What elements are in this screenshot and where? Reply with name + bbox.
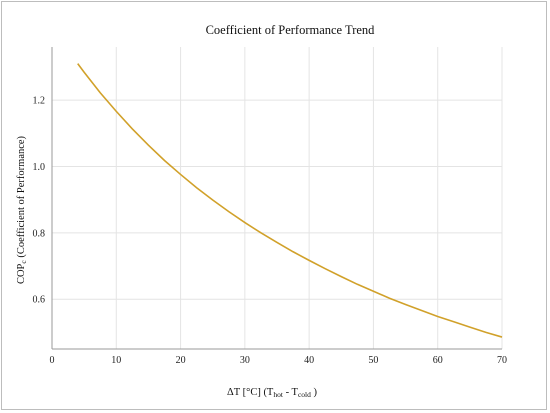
y-tick-label-1: 0.8 <box>33 228 46 239</box>
x-tick-label-1: 10 <box>111 355 121 366</box>
y-tick-labels: 0.6 0.8 1.0 1.2 <box>33 96 46 306</box>
y-tick-label-2: 1.0 <box>33 162 46 173</box>
x-tick-label-3: 30 <box>240 355 250 366</box>
y-axis-label: COPc (Coefficient of Performance) <box>16 135 28 284</box>
x-tick-label-4: 40 <box>304 355 314 366</box>
y-tick-label-0: 0.6 <box>33 295 46 306</box>
y-tick-label-3: 1.2 <box>33 96 46 107</box>
x-tick-label-2: 20 <box>176 355 186 366</box>
x-tick-label-6: 60 <box>433 355 443 366</box>
chart-title: Coefficient of Performance Trend <box>206 23 376 37</box>
x-axis-label: ΔT [°C] (Thot - Tcold ) <box>227 387 317 399</box>
x-tick-label-0: 0 <box>50 355 55 366</box>
series-line <box>77 63 503 338</box>
x-tick-label-5: 50 <box>368 355 378 366</box>
x-tick-label-7: 70 <box>497 355 507 366</box>
axes <box>51 47 502 350</box>
x-tick-labels: 0 10 20 30 40 50 60 70 <box>50 355 508 366</box>
grid <box>52 47 503 349</box>
